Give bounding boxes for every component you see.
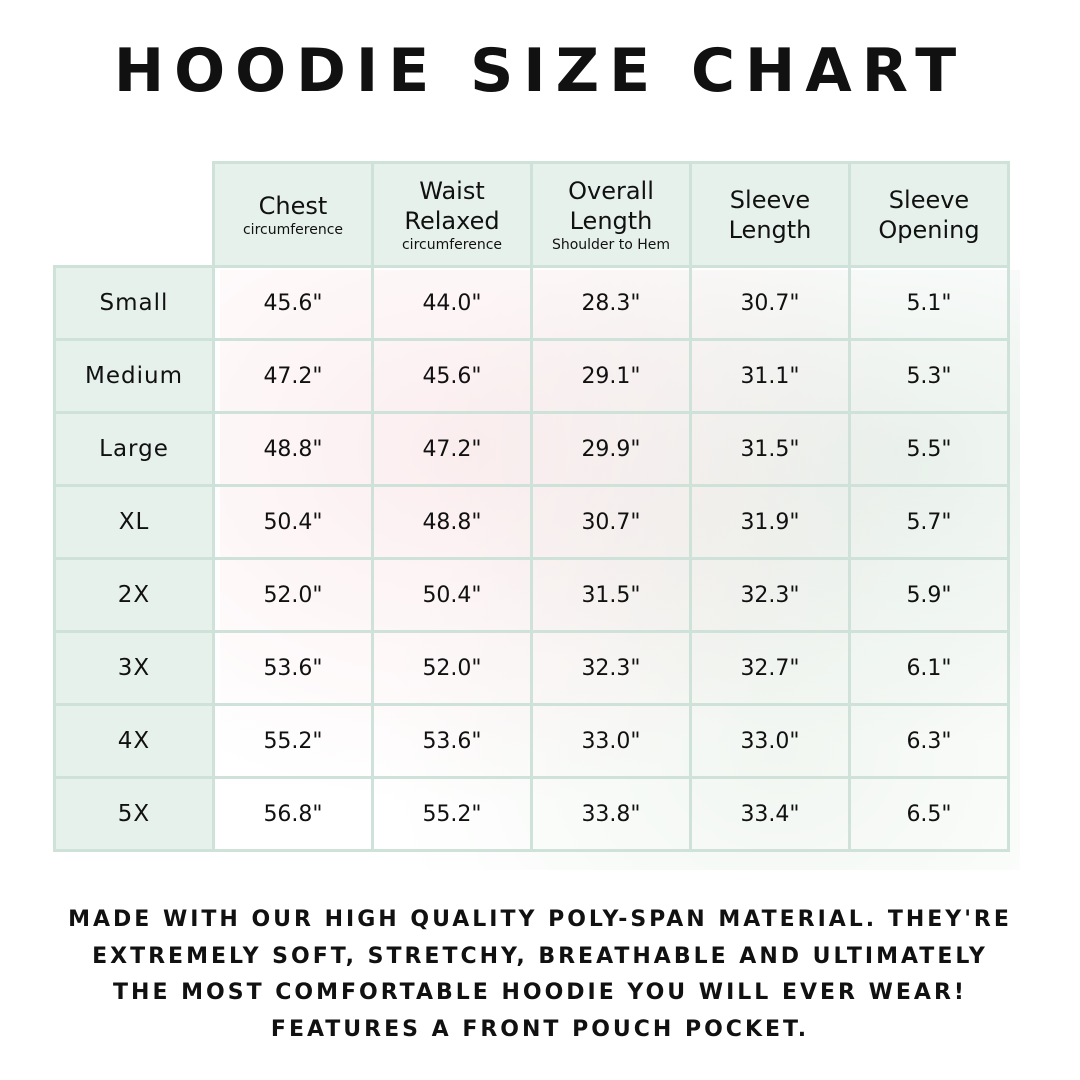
measurement-cell: 33.0" — [530, 703, 692, 779]
measurement-cell: 31.1" — [689, 338, 851, 414]
table-row: Large 48.8" 47.2" 29.9" 31.5" 5.5" — [53, 411, 1010, 487]
table-row: 4X 55.2" 53.6" 33.0" 33.0" 6.3" — [53, 703, 1010, 779]
description-line: Made with our high quality poly-span mat… — [68, 907, 1012, 932]
size-label: Medium — [53, 338, 215, 414]
column-header: Sleeve Opening — [848, 161, 1010, 268]
column-header: Sleeve Length — [689, 161, 851, 268]
measurement-cell: 56.8" — [212, 776, 374, 852]
measurement-cell: 52.0" — [212, 557, 374, 633]
measurement-cell: 31.9" — [689, 484, 851, 560]
measurement-cell: 48.8" — [212, 411, 374, 487]
measurement-cell: 5.7" — [848, 484, 1010, 560]
measurement-cell: 5.3" — [848, 338, 1010, 414]
measurement-cell: 30.7" — [530, 484, 692, 560]
description-line: the most comfortable hoodie you will eve… — [113, 980, 967, 1005]
measurement-cell: 6.5" — [848, 776, 1010, 852]
measurement-cell: 5.1" — [848, 265, 1010, 341]
description-line: extremely soft, stretchy, breathable and… — [92, 943, 988, 969]
corner-cell — [55, 163, 214, 267]
size-label: Large — [53, 411, 215, 487]
measurement-cell: 29.9" — [530, 411, 692, 487]
measurement-cell: 45.6" — [212, 265, 374, 341]
table-row: Medium 47.2" 45.6" 29.1" 31.1" 5.3" — [53, 338, 1010, 414]
size-label: Small — [53, 265, 215, 341]
measurement-cell: 6.3" — [848, 703, 1010, 779]
table-row: 5X 56.8" 55.2" 33.8" 33.4" 6.5" — [53, 776, 1010, 852]
measurement-cell: 31.5" — [689, 411, 851, 487]
description-line: Features a front pouch pocket. — [270, 1016, 810, 1042]
size-chart-table: Chest circumference Waist Relaxed circumfe… — [53, 161, 1010, 852]
measurement-cell: 53.6" — [212, 630, 374, 706]
table-row: 2X 52.0" 50.4" 31.5" 32.3" 5.9" — [53, 557, 1010, 633]
size-label: 2X — [53, 557, 215, 633]
measurement-cell: 53.6" — [371, 703, 533, 779]
measurement-cell: 33.8" — [530, 776, 692, 852]
measurement-cell: 32.3" — [530, 630, 692, 706]
size-label: 3X — [53, 630, 215, 706]
measurement-cell: 45.6" — [371, 338, 533, 414]
measurement-cell: 29.1" — [530, 338, 692, 414]
measurement-cell: 31.5" — [530, 557, 692, 633]
size-label: 4X — [53, 703, 215, 779]
description: Made with our high quality poly-span mat… — [0, 902, 1080, 1048]
measurement-cell: 28.3" — [530, 265, 692, 341]
measurement-cell: 47.2" — [212, 338, 374, 414]
measurement-cell: 52.0" — [371, 630, 533, 706]
measurement-cell: 32.3" — [689, 557, 851, 633]
size-label: 5X — [53, 776, 215, 852]
measurement-cell: 55.2" — [371, 776, 533, 852]
column-header: Chest circumference — [212, 161, 374, 268]
measurement-cell: 5.5" — [848, 411, 1010, 487]
table-row: 3X 53.6" 52.0" 32.3" 32.7" 6.1" — [53, 630, 1010, 706]
measurement-cell: 6.1" — [848, 630, 1010, 706]
size-label: XL — [53, 484, 215, 560]
page-title: HOODIE SIZE CHART — [113, 36, 967, 106]
measurement-cell: 5.9" — [848, 557, 1010, 633]
measurement-cell: 50.4" — [212, 484, 374, 560]
column-header: Overall Length Shoulder to Hem — [530, 161, 692, 268]
measurement-cell: 33.0" — [689, 703, 851, 779]
table-row: XL 50.4" 48.8" 30.7" 31.9" 5.7" — [53, 484, 1010, 560]
measurement-cell: 50.4" — [371, 557, 533, 633]
measurement-cell: 32.7" — [689, 630, 851, 706]
measurement-cell: 30.7" — [689, 265, 851, 341]
measurement-cell: 47.2" — [371, 411, 533, 487]
measurement-cell: 55.2" — [212, 703, 374, 779]
column-header: Waist Relaxed circumference — [371, 161, 533, 268]
measurement-cell: 33.4" — [689, 776, 851, 852]
header-row: Chest circumference Waist Relaxed circumfe… — [55, 161, 1010, 268]
table-row: Small 45.6" 44.0" 28.3" 30.7" 5.1" — [53, 265, 1010, 341]
measurement-cell: 44.0" — [371, 265, 533, 341]
measurement-cell: 48.8" — [371, 484, 533, 560]
